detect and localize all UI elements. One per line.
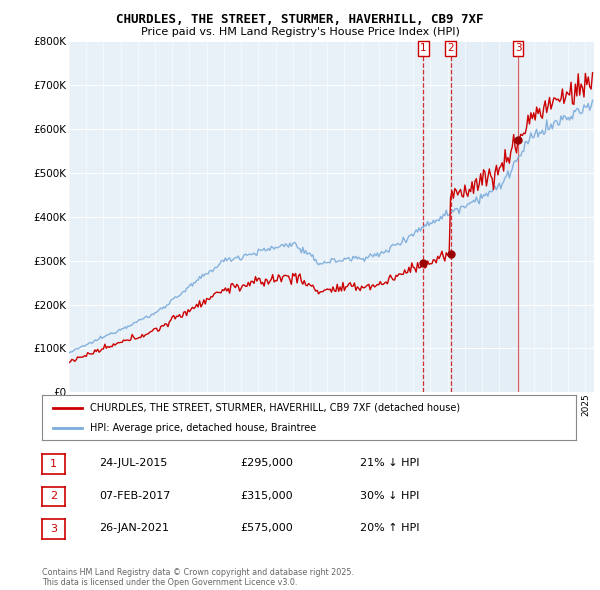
Text: 20% ↑ HPI: 20% ↑ HPI <box>360 523 419 533</box>
Text: 30% ↓ HPI: 30% ↓ HPI <box>360 491 419 500</box>
Text: £315,000: £315,000 <box>240 491 293 500</box>
Text: 1: 1 <box>420 44 427 54</box>
Text: £295,000: £295,000 <box>240 458 293 468</box>
Text: 2: 2 <box>50 491 57 502</box>
Text: 3: 3 <box>50 524 57 534</box>
Text: £575,000: £575,000 <box>240 523 293 533</box>
Text: CHURDLES, THE STREET, STURMER, HAVERHILL, CB9 7XF (detached house): CHURDLES, THE STREET, STURMER, HAVERHILL… <box>90 403 460 412</box>
Text: 26-JAN-2021: 26-JAN-2021 <box>99 523 169 533</box>
Text: 24-JUL-2015: 24-JUL-2015 <box>99 458 167 468</box>
Text: 1: 1 <box>50 459 57 469</box>
Text: Contains HM Land Registry data © Crown copyright and database right 2025.
This d: Contains HM Land Registry data © Crown c… <box>42 568 354 587</box>
Text: 2: 2 <box>447 44 454 54</box>
Text: 3: 3 <box>515 44 521 54</box>
Text: HPI: Average price, detached house, Braintree: HPI: Average price, detached house, Brai… <box>90 424 316 434</box>
Text: 21% ↓ HPI: 21% ↓ HPI <box>360 458 419 468</box>
Text: Price paid vs. HM Land Registry's House Price Index (HPI): Price paid vs. HM Land Registry's House … <box>140 27 460 37</box>
Bar <box>451 41 518 392</box>
Text: CHURDLES, THE STREET, STURMER, HAVERHILL, CB9 7XF: CHURDLES, THE STREET, STURMER, HAVERHILL… <box>116 13 484 26</box>
Text: 07-FEB-2017: 07-FEB-2017 <box>99 491 170 500</box>
